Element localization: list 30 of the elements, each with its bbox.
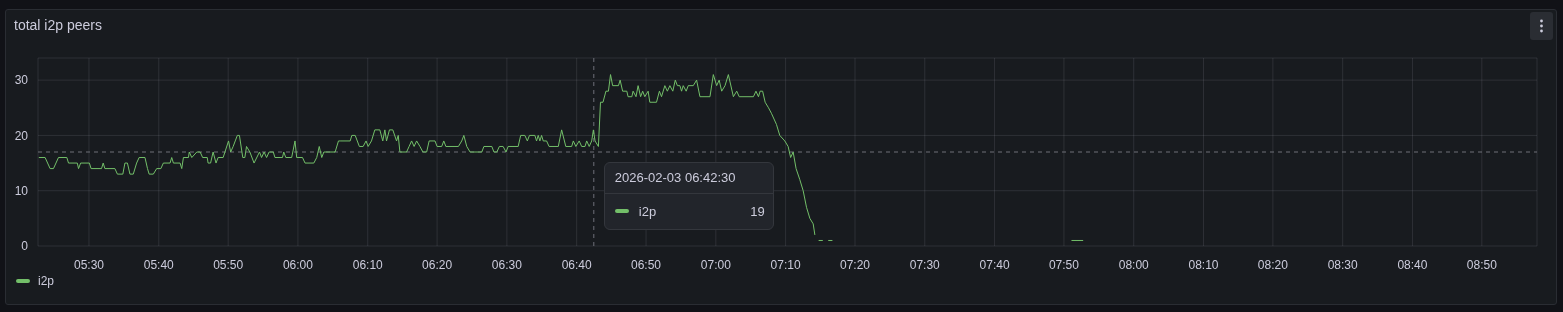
x-tick-label: 07:00 [700, 257, 732, 272]
annotation: 19 [750, 203, 765, 219]
x-tick-label: 07:40 [979, 257, 1010, 272]
x-tick-label: 08:20 [1257, 257, 1289, 272]
x-tick-label: 08:10 [1188, 257, 1219, 272]
x-tick-label: 07:10 [770, 257, 801, 272]
y-tick-label: 10 [14, 183, 29, 198]
x-tick-label: 06:30 [491, 257, 523, 272]
x-tick-label: 05:30 [73, 257, 105, 272]
x-tick-label: 06:20 [422, 257, 453, 272]
x-tick-label: 06:10 [352, 257, 384, 272]
x-tick-label: 07:30 [909, 257, 941, 272]
x-tick-label: 05:40 [143, 257, 175, 272]
legend-label: i2p [638, 203, 658, 219]
x-tick-label: 06:00 [282, 257, 314, 272]
x-tick-label: 08:00 [1118, 257, 1150, 272]
text: i2p [38, 274, 55, 288]
x-tick-label: 05:50 [213, 257, 244, 272]
chart-title: total i2p peers [14, 17, 102, 33]
x-tick-label: 07:20 [839, 257, 871, 272]
y-tick-label: 20 [14, 128, 29, 143]
x-tick-label: 07:50 [1048, 257, 1080, 272]
x-tick-label: 08:40 [1397, 257, 1428, 272]
x-tick-label: 06:40 [561, 257, 593, 272]
y-tick-label: 0 [21, 239, 29, 254]
x-tick-label: 08:50 [1466, 257, 1498, 272]
x-tick-label: 06:50 [631, 257, 662, 272]
y-tick-label: 30 [14, 73, 29, 88]
annotation: 2026-02-03 06:42:30 [604, 163, 773, 194]
x-tick-label: 08:30 [1327, 257, 1359, 272]
